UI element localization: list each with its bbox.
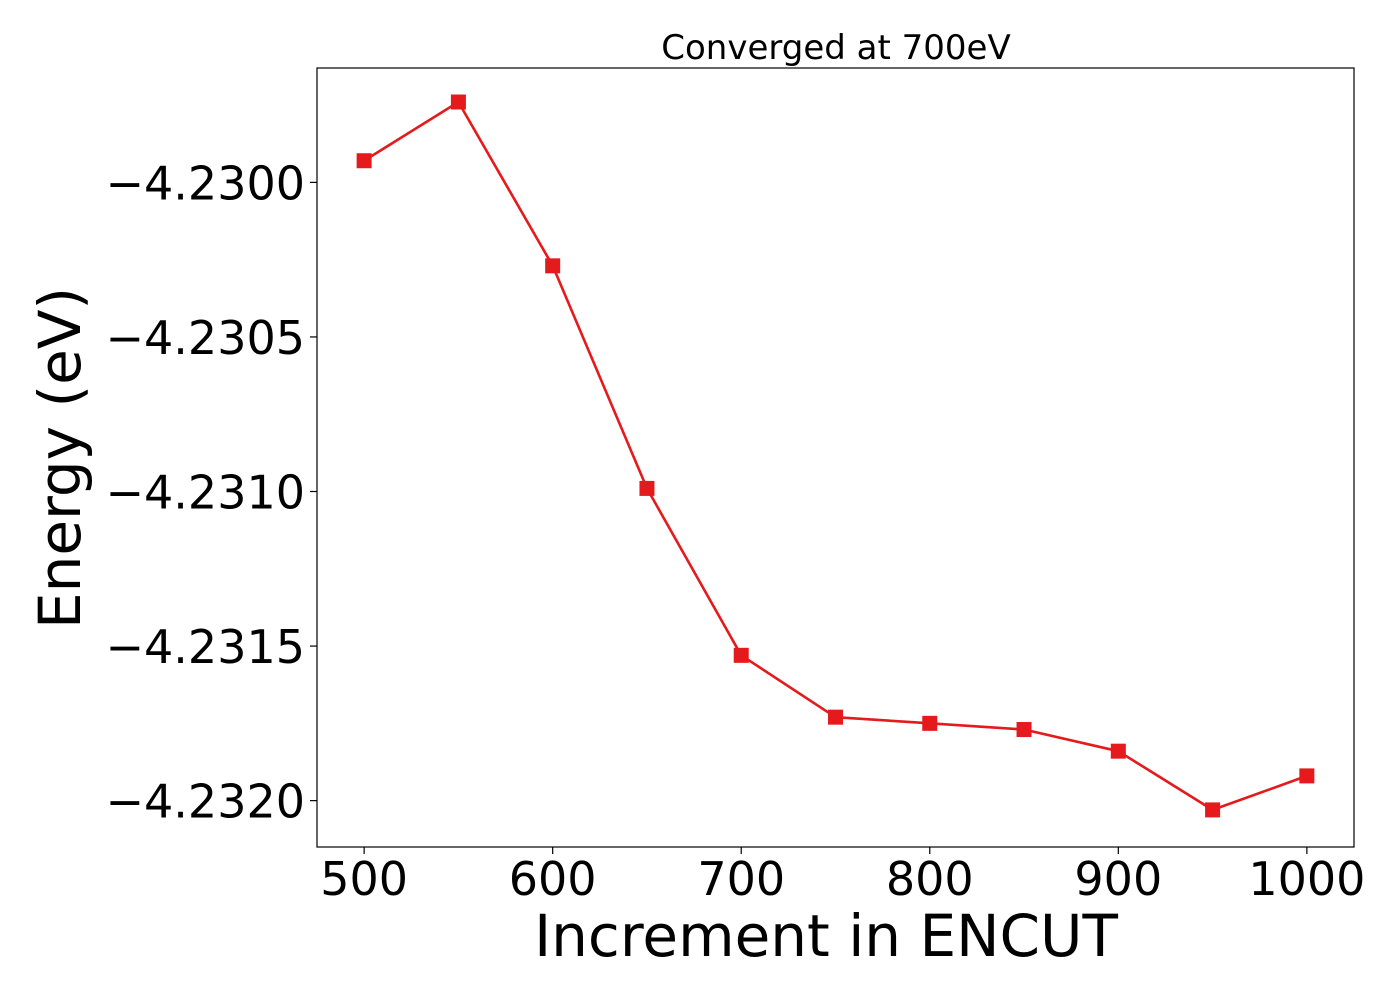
x-axis-label: Increment in ENCUT [534,902,1118,970]
y-tick-label: −4.2305 [106,311,306,365]
data-point [1205,802,1221,818]
data-point [639,480,655,496]
y-axis-label: Energy (eV) [26,287,94,629]
data-point [733,647,749,663]
data-point [356,153,372,169]
data-point [450,94,466,110]
x-tick-label: 600 [509,852,597,906]
data-point [1299,768,1315,784]
data-point [1110,743,1126,759]
plot-frame [316,67,1355,848]
x-tick-label: 500 [320,852,408,906]
series-line [363,100,1308,812]
plot-area [316,67,1355,848]
y-axis: −4.2300 −4.2305 −4.2310 −4.2315 −4.2320 [106,156,317,829]
x-tick-label: 900 [1074,852,1162,906]
x-tick-label: 700 [697,852,785,906]
data-point [1016,722,1032,738]
data-point [922,715,938,731]
data-point [828,709,843,725]
x-tick-label: 1000 [1248,852,1365,906]
y-tick-label: −4.2310 [106,466,306,520]
data-point [545,258,561,274]
x-tick-label: 800 [886,852,974,906]
y-tick-label: −4.2315 [106,620,306,674]
y-tick-label: −4.2300 [106,156,306,210]
chart-title: Converged at 700eV [661,28,1010,68]
y-tick-label: −4.2320 [106,775,306,829]
x-axis: 500 600 700 800 900 1000 [320,847,1365,906]
